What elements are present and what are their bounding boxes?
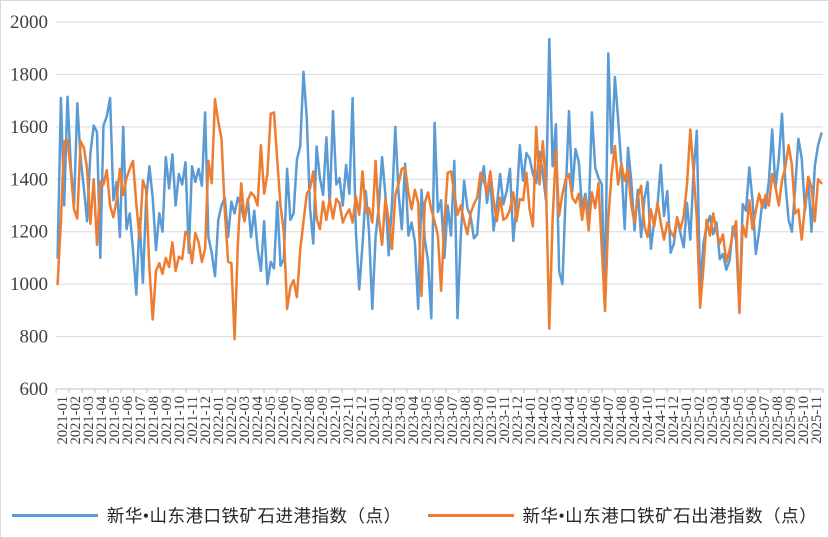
y-axis-tick-label-1400: 1400 [10, 169, 48, 190]
x-axis-label-2023-10: 2023-10 [484, 396, 500, 444]
x-axis-label-2024-03: 2024-03 [549, 396, 565, 444]
x-axis-label-2021-02: 2021-02 [68, 396, 84, 444]
line-chart-plot: 6008001000120014001600180020002021-01202… [10, 12, 825, 444]
x-axis-label-2023-07: 2023-07 [445, 396, 461, 444]
x-axis-label-2024-08: 2024-08 [614, 396, 630, 444]
x-axis-label-2024-06: 2024-06 [588, 396, 604, 444]
x-axis-label-2024-01: 2024-01 [523, 396, 539, 444]
x-axis-label-2021-09: 2021-09 [159, 396, 175, 444]
x-axis-label-2023-08: 2023-08 [458, 396, 474, 444]
x-axis-label-2022-01: 2022-01 [211, 396, 227, 444]
x-axis-label-2025-04: 2025-04 [718, 395, 734, 444]
x-axis-label-2025-07: 2025-07 [757, 396, 773, 444]
y-axis-tick-label-1000: 1000 [10, 274, 48, 295]
x-axis-label-2024-05: 2024-05 [575, 396, 591, 444]
x-axis-label-2025-06: 2025-06 [744, 396, 760, 444]
x-axis-label-2022-03: 2022-03 [237, 396, 253, 444]
x-axis-label-2023-03: 2023-03 [393, 396, 409, 444]
x-axis-label-2023-06: 2023-06 [432, 396, 448, 444]
x-axis-label-2025-02: 2025-02 [692, 396, 708, 444]
x-axis-label-2024-04: 2024-04 [562, 395, 578, 444]
x-axis-label-2025-08: 2025-08 [770, 396, 786, 444]
x-axis-label-2024-10: 2024-10 [640, 396, 656, 444]
x-axis-label-2022-02: 2022-02 [224, 396, 240, 444]
x-axis-label-2025-05: 2025-05 [731, 396, 747, 444]
x-axis-label-2021-10: 2021-10 [172, 396, 188, 444]
x-axis-label-2021-04: 2021-04 [94, 395, 110, 444]
x-axis-label-2021-07: 2021-07 [133, 396, 149, 444]
x-axis-label-2023-04: 2023-04 [406, 395, 422, 444]
x-axis-label-2022-08: 2022-08 [302, 396, 318, 444]
x-axis-label-2021-06: 2021-06 [120, 396, 136, 444]
x-axis-label-2022-09: 2022-09 [315, 396, 331, 444]
x-axis-label-2021-08: 2021-08 [146, 396, 162, 444]
x-axis-label-2022-04: 2022-04 [250, 395, 266, 444]
x-axis-label-2023-11: 2023-11 [497, 396, 513, 444]
x-axis-label-2024-02: 2024-02 [536, 396, 552, 444]
x-axis-label-2023-09: 2023-09 [471, 396, 487, 444]
x-axis-label-2023-02: 2023-02 [380, 396, 396, 444]
y-axis-tick-label-1800: 1800 [10, 64, 48, 85]
x-axis-label-2021-05: 2021-05 [107, 396, 123, 444]
x-axis-label-2025-10: 2025-10 [796, 396, 812, 444]
x-axis-label-2023-12: 2023-12 [510, 396, 526, 444]
x-axis-label-2024-12: 2024-12 [666, 396, 682, 444]
x-axis-label-2024-07: 2024-07 [601, 396, 617, 444]
x-axis-label-2022-10: 2022-10 [328, 396, 344, 444]
x-axis-label-2025-01: 2025-01 [679, 396, 695, 444]
y-axis-tick-label-1600: 1600 [10, 117, 48, 138]
legend-line-swatch-orange [427, 513, 514, 517]
legend-item-inbound-index: 新华•山东港口铁矿石进港指数（点） [11, 503, 402, 528]
x-axis-label-2021-11: 2021-11 [185, 396, 201, 444]
legend-line-swatch-blue [11, 513, 98, 517]
chart-legend: 新华•山东港口铁矿石进港指数（点） 新华•山东港口铁矿石出港指数（点） [1, 498, 828, 532]
y-axis-tick-label-2000: 2000 [10, 12, 48, 33]
x-axis-label-2022-11: 2022-11 [341, 396, 357, 444]
y-axis-tick-label-1200: 1200 [10, 222, 48, 243]
series-line-1 [56, 98, 823, 341]
legend-item-outbound-index: 新华•山东港口铁矿石出港指数（点） [427, 503, 818, 528]
x-axis-label-2022-05: 2022-05 [263, 396, 279, 444]
x-axis-label-2024-11: 2024-11 [653, 396, 669, 444]
x-axis-label-2025-09: 2025-09 [783, 396, 799, 444]
legend-label-outbound-index: 新华•山东港口铁矿石出港指数（点） [522, 505, 818, 526]
x-axis-label-2022-12: 2022-12 [354, 396, 370, 444]
x-axis-label-2021-01: 2021-01 [55, 396, 71, 444]
x-axis-label-2022-07: 2022-07 [289, 396, 305, 444]
x-axis-label-2024-09: 2024-09 [627, 396, 643, 444]
x-axis-label-2021-03: 2021-03 [81, 396, 97, 444]
legend-label-inbound-index: 新华•山东港口铁矿石进港指数（点） [106, 505, 402, 526]
y-axis-tick-label-800: 800 [20, 327, 49, 348]
x-axis-label-2023-05: 2023-05 [419, 396, 435, 444]
y-axis-tick-label-600: 600 [20, 379, 49, 400]
x-axis-label-2025-11: 2025-11 [809, 396, 825, 444]
x-axis-label-2022-06: 2022-06 [276, 396, 292, 444]
x-axis-label-2025-03: 2025-03 [705, 396, 721, 444]
x-axis-label-2023-01: 2023-01 [367, 396, 383, 444]
x-axis-label-2021-12: 2021-12 [198, 396, 214, 444]
